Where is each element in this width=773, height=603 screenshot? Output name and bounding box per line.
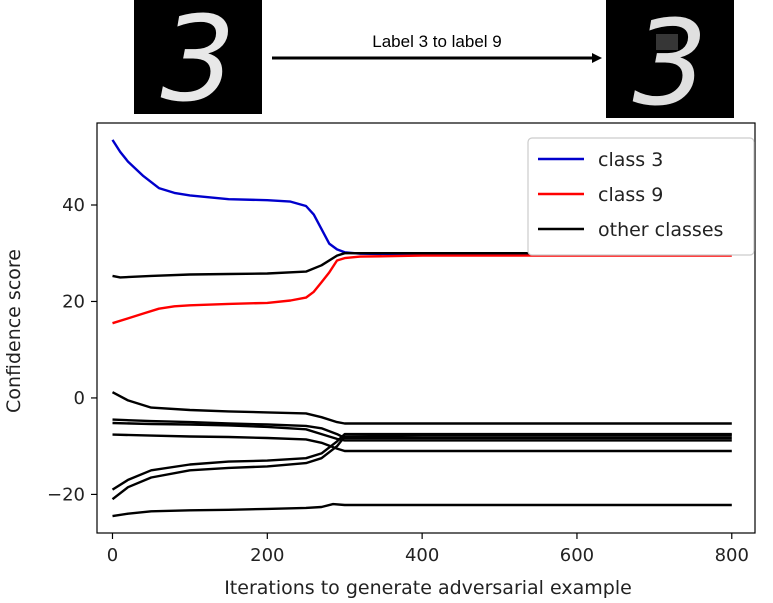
x-tick-label: 0: [107, 545, 118, 566]
x-tick-label: 400: [405, 545, 439, 566]
arrow-head: [592, 53, 602, 63]
series-line-7: [111, 432, 732, 491]
y-tick-label: −20: [47, 484, 85, 505]
series-lines: [111, 139, 732, 518]
series-line-5: [112, 421, 732, 442]
transition-arrow: [272, 53, 602, 63]
series-line-2: [112, 251, 732, 279]
transition-label: Label 3 to label 9: [372, 32, 502, 51]
legend-label: class 9: [598, 184, 663, 206]
adversarial-digit-image: 3: [606, 0, 734, 118]
x-axis-label: Iterations to generate adversarial examp…: [224, 577, 632, 599]
series-line-1: [112, 254, 732, 325]
legend-label: class 3: [598, 149, 663, 171]
digit-three-glyph: 3: [160, 0, 235, 114]
legend-box: [527, 137, 755, 256]
perturbation-noise: [656, 34, 678, 50]
plot-frame: [96, 122, 756, 534]
y-tick-label: 0: [74, 388, 85, 409]
digit-before-text: 3: [160, 0, 235, 114]
series-line-8: [111, 434, 732, 501]
y-axis-label: Confidence score: [3, 249, 25, 413]
series-line-4: [112, 418, 732, 440]
y-tick-label: 40: [62, 195, 85, 216]
y-axis-ticks: −20 0 20 40: [47, 195, 97, 505]
x-tick-label: 800: [715, 545, 749, 566]
series-line-9: [112, 502, 732, 518]
x-tick-label: 200: [250, 545, 284, 566]
legend: class 3 class 9 other classes: [527, 137, 755, 256]
legend-label: other classes: [598, 219, 723, 241]
series-line-6: [112, 433, 732, 453]
original-digit-image: 3: [134, 0, 262, 114]
digit-three-adversarial-glyph: 3: [632, 0, 707, 118]
y-tick-label: 20: [62, 291, 85, 312]
digit-after-text: 3: [632, 0, 707, 118]
series-line-3: [111, 391, 732, 425]
x-tick-label: 600: [560, 545, 594, 566]
x-axis-ticks: 0 200 400 600 800: [107, 533, 749, 566]
